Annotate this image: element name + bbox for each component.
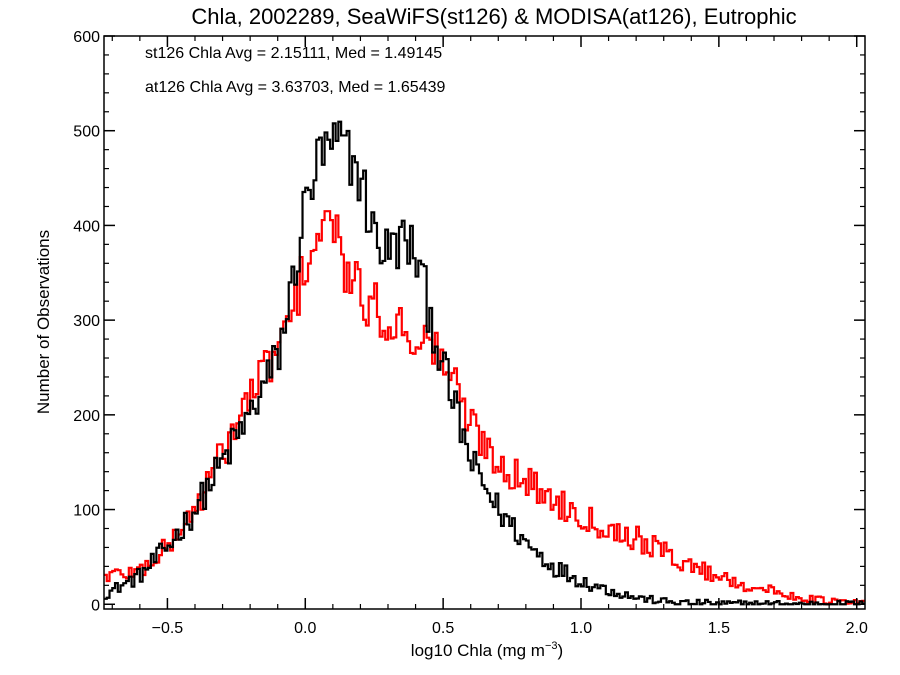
- histogram-series-at126: [104, 210, 865, 606]
- chart-title: Chla, 2002289, SeaWiFS(st126) & MODISA(a…: [191, 4, 796, 29]
- plot-area: [104, 120, 865, 606]
- x-tick-label: −0.5: [152, 620, 184, 637]
- annotation-st126: st126 Chla Avg = 2.15111, Med = 1.49145: [145, 45, 442, 62]
- y-tick-label: 100: [73, 503, 100, 520]
- annotation-at126: at126 Chla Avg = 3.63703, Med = 1.65439: [145, 79, 445, 96]
- x-tick-label: 0.5: [432, 620, 454, 637]
- x-axis-label: log10 Chla (mg m−3): [411, 640, 563, 660]
- y-tick-label: 300: [73, 313, 100, 330]
- x-tick-label: 1.5: [708, 620, 730, 637]
- plot-frame: [103, 35, 866, 610]
- series-layer: [104, 120, 865, 606]
- y-tick-label: 0: [91, 597, 100, 614]
- y-axis-label: Number of Observations: [34, 230, 53, 414]
- x-tick-label: 1.0: [570, 620, 592, 637]
- x-axis-label-exponent: −3: [545, 640, 558, 652]
- axis-ticks: −0.5 0.0 0.5 1.0 1.5 2.0 0 100 200 300 400 500 600: [73, 29, 868, 637]
- y-tick-label: 500: [73, 124, 100, 141]
- x-tick-label: 2.0: [846, 620, 868, 637]
- y-tick-label: 600: [73, 29, 100, 46]
- x-tick-label: 0.0: [294, 620, 316, 637]
- x-axis-label-main: log10 Chla (mg m: [411, 641, 545, 660]
- x-axis-label-close: ): [558, 641, 564, 660]
- y-tick-label: 400: [73, 218, 100, 235]
- y-tick-label: 200: [73, 408, 100, 425]
- histogram-series-st126: [104, 120, 865, 606]
